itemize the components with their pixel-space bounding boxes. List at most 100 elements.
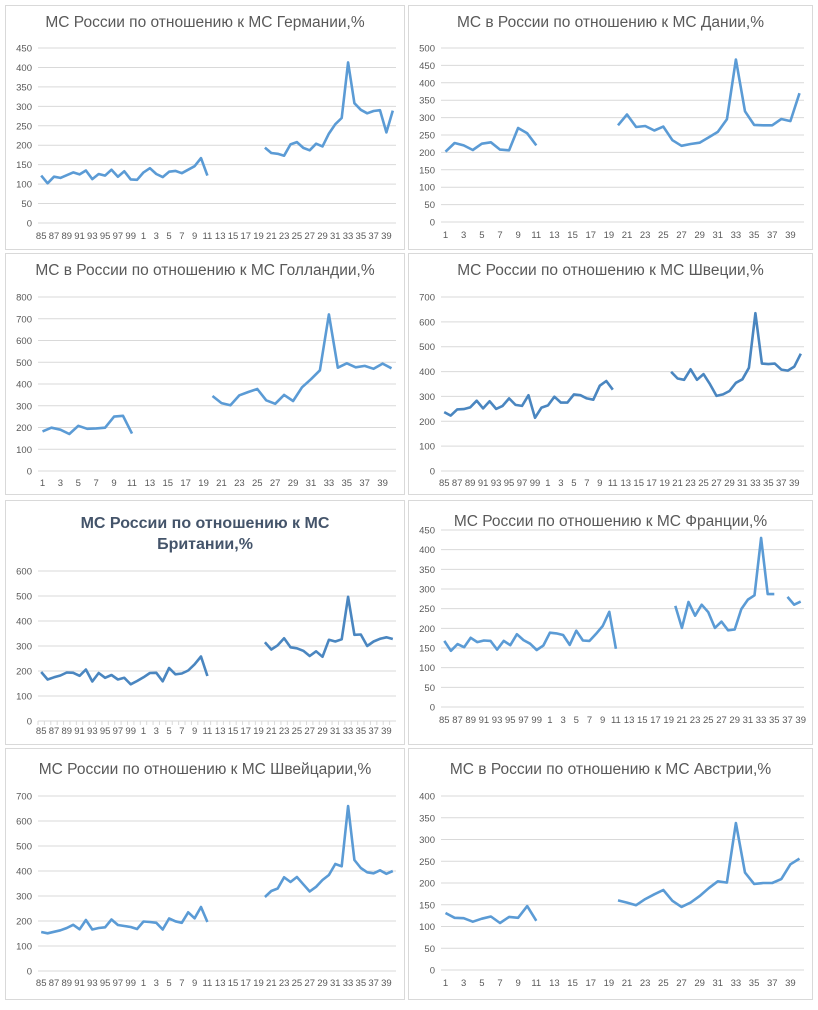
y-tick-label: 50 [424,944,435,955]
chart-title: МС России по отношению к МС Швеции,% [457,262,764,279]
x-tick-label: 89 [465,478,476,489]
x-tick-label: 35 [749,978,760,989]
y-tick-label: 50 [424,200,435,211]
x-tick-label: 21 [622,230,633,241]
x-tick-label: 9 [597,478,602,489]
x-tick-label: 13 [145,478,156,489]
y-tick-label: 150 [419,644,435,655]
x-tick-label: 33 [343,978,354,989]
x-tick-label: 85 [36,726,47,737]
x-tick-label: 25 [292,231,303,242]
x-tick-label: 19 [253,726,264,737]
y-tick-label: 0 [27,467,32,478]
series-line [264,804,394,898]
y-tick-label: 0 [430,703,435,714]
x-tick-label: 39 [785,230,796,241]
y-tick-label: 400 [419,367,435,378]
x-tick-label: 99 [125,978,136,989]
x-tick-label: 17 [585,230,596,241]
x-tick-label: 19 [604,978,615,989]
y-tick-label: 200 [419,417,435,428]
y-tick-label: 400 [16,867,32,878]
y-tick-label: 400 [16,617,32,628]
y-tick-label: 200 [16,917,32,928]
chart-panel: 0 100 200 300 400 500 600 700 85 87 89 91 93 95 97 99 1 3… [5,748,405,1000]
x-tick-label: 33 [343,231,354,242]
x-tick-label: 29 [288,478,299,489]
x-tick-label: 25 [658,230,669,241]
x-tick-label: 15 [162,478,173,489]
x-tick-label: 19 [604,230,615,241]
series-line [617,58,801,148]
x-tick-label: 5 [479,230,484,241]
chart-panel: 0 100 200 300 400 500 600 700 85 87 89 91 93 95 97 99 1 3… [408,253,813,495]
x-tick-label: 27 [304,231,315,242]
x-tick-label: 17 [240,231,251,242]
x-tick-label: 9 [111,478,116,489]
y-tick-label: 500 [419,44,435,55]
chart-panel: 0 100 200 300 400 500 600 700 800 1 3 5 7 9 11 13 15 17 19… [5,253,405,495]
x-tick-label: 31 [737,478,748,489]
x-tick-label: 39 [381,231,392,242]
y-tick-label: 300 [16,401,32,412]
y-tick-label: 500 [419,342,435,353]
y-tick-label: 300 [419,585,435,596]
x-tick-label: 91 [479,715,490,726]
x-tick-label: 5 [479,978,484,989]
x-tick-label: 39 [381,978,392,989]
x-tick-label: 13 [549,978,560,989]
x-tick-label: 9 [192,978,197,989]
x-tick-label: 95 [505,715,516,726]
x-tick-label: 27 [716,715,727,726]
series-line [670,311,802,398]
x-tick-label: 33 [750,478,761,489]
chart-title: МС в России по отношению к МС Голландии,… [35,262,375,279]
x-tick-label: 23 [640,230,651,241]
x-tick-label: 15 [228,978,239,989]
y-tick-label: 350 [419,565,435,576]
chart-panel: 0 50 100 150 200 250 300 350 400 1 3 5 7 9 11 13 15 17 19 2… [408,748,813,1000]
x-tick-label: 17 [180,478,191,489]
y-tick-label: 150 [16,160,32,171]
x-tick-label: 17 [650,715,661,726]
x-tick-label: 89 [465,715,476,726]
x-tick-label: 27 [676,230,687,241]
x-tick-label: 3 [461,978,466,989]
x-tick-label: 91 [478,478,489,489]
x-tick-label: 19 [253,978,264,989]
y-tick-label: 300 [419,392,435,403]
x-tick-label: 15 [228,231,239,242]
x-tick-label: 95 [100,231,111,242]
y-tick-label: 400 [419,78,435,89]
x-tick-label: 25 [292,726,303,737]
x-tick-label: 91 [74,726,85,737]
series-line [40,156,209,185]
x-tick-label: 85 [36,231,47,242]
y-tick-label: 100 [16,180,32,191]
x-tick-label: 97 [517,478,528,489]
x-tick-label: 85 [36,978,47,989]
x-tick-label: 7 [497,978,502,989]
x-tick-label: 31 [743,715,754,726]
y-tick-label: 400 [419,792,435,803]
x-tick-label: 1 [141,978,146,989]
x-tick-label: 97 [518,715,529,726]
x-tick-label: 11 [608,478,618,489]
x-tick-label: 27 [304,978,315,989]
x-tick-label: 7 [179,231,184,242]
x-tick-label: 5 [166,231,171,242]
series-line [263,595,394,659]
x-tick-label: 27 [711,478,722,489]
x-tick-label: 9 [515,230,520,241]
x-tick-label: 37 [767,978,778,989]
x-tick-label: 9 [192,726,197,737]
x-tick-label: 13 [624,715,635,726]
y-tick-label: 300 [419,835,435,846]
x-tick-label: 3 [560,715,565,726]
x-tick-label: 89 [61,726,72,737]
y-tick-label: 100 [16,692,32,703]
x-tick-label: 9 [192,231,197,242]
